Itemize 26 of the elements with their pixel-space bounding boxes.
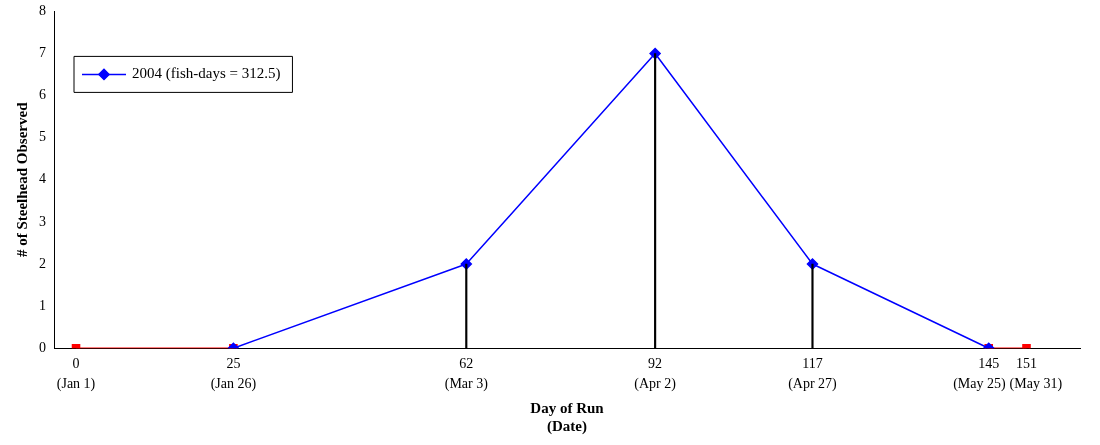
text: (Mar 3): [444, 375, 489, 392]
x-tick-label: 145: [978, 356, 1000, 372]
x-tick-label: 92: [648, 356, 663, 372]
y-tick-label: 6: [39, 87, 46, 103]
y-tick-label: 1: [39, 297, 46, 313]
y-tick-label: 5: [39, 129, 46, 145]
y-tick-label: 0: [39, 339, 46, 355]
y-tick-label: 8: [39, 3, 46, 19]
text: (May 31): [1009, 375, 1063, 392]
x-axis-title: Day of Run (Date): [530, 399, 605, 435]
x-tick-label: 25: [226, 356, 241, 372]
y-tick-label: 4: [39, 171, 46, 187]
y-tick-label: 7: [39, 45, 46, 61]
legend-label: 2004 (fish-days = 312.5): [132, 65, 281, 83]
y-tick-label: 3: [39, 213, 46, 229]
y-axis-title: # of Steelhead Observed: [13, 101, 30, 258]
text: (Apr 2): [634, 375, 677, 392]
x-tick-label: 151: [1016, 356, 1037, 372]
text: (Jan 26): [210, 375, 257, 392]
text: (May 25): [953, 375, 1006, 392]
x-tick-label: 117: [802, 356, 823, 372]
x-tick-label: 62: [459, 356, 474, 372]
x-tick-label: 0: [72, 356, 80, 372]
text: (Apr 27): [788, 375, 838, 392]
y-tick-label: 2: [39, 255, 46, 271]
text: (Jan 1): [56, 375, 96, 392]
